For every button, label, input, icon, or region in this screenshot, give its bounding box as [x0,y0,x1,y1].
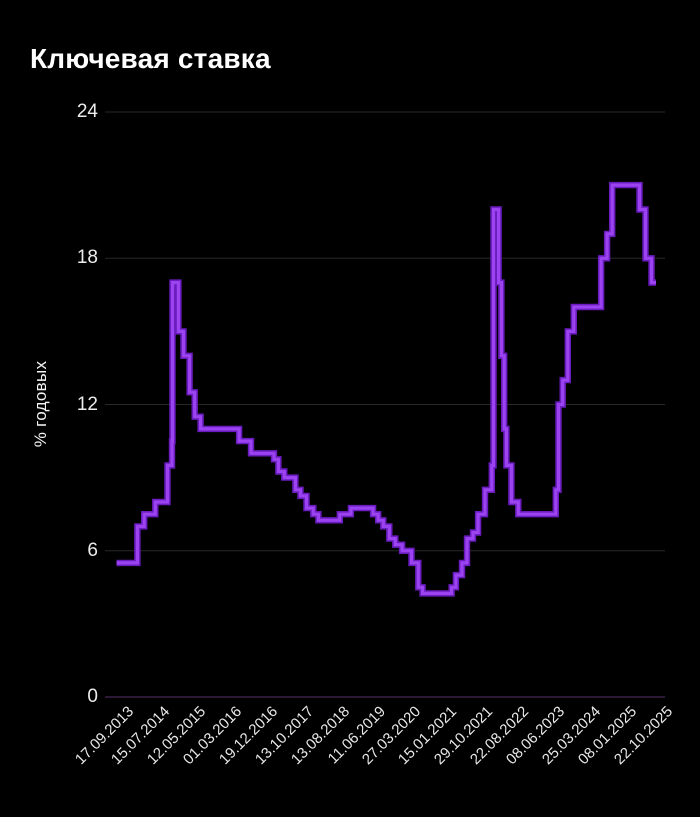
rate-line-glow [116,181,656,597]
y-tick-label: 6 [87,539,98,561]
y-tick-label: 12 [76,393,98,415]
y-tick-label: 18 [76,247,98,269]
gridlines [105,111,665,698]
page-title: Ключевая ставка [30,42,271,74]
y-tick-label: 0 [87,686,98,707]
y-tick-label: 24 [76,101,98,122]
rate-step-line [116,181,656,597]
rate-line-core [116,183,656,595]
